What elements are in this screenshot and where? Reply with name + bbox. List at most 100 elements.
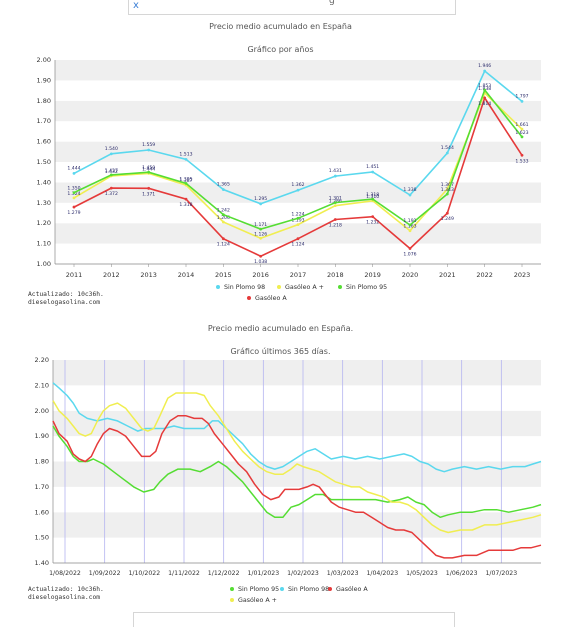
grid-band — [53, 461, 541, 487]
data-label: 1.797 — [515, 93, 528, 99]
data-point — [520, 127, 524, 131]
close-icon[interactable]: x — [133, 0, 139, 11]
data-label: 1.623 — [515, 130, 528, 136]
data-point — [72, 191, 76, 195]
chart2-title: Precio medio acumulado en España. — [207, 324, 354, 333]
data-label: 1.218 — [329, 223, 342, 229]
data-point — [333, 174, 337, 178]
data-point — [296, 237, 300, 241]
top-frame-text: g — [329, 0, 335, 6]
x-tick-label: 2023 — [514, 271, 531, 279]
x-tick-label: 2013 — [140, 271, 157, 279]
data-point — [445, 211, 449, 215]
data-label: 1.124 — [217, 242, 230, 248]
grid-band — [55, 80, 541, 101]
data-point — [408, 223, 412, 227]
legend-marker — [230, 598, 234, 602]
chart-yearly: 2011 2012 2013 2014 2015 2016 2017 2018 2019 2020… — [37, 56, 541, 302]
grid-band — [55, 182, 541, 203]
x-tick-label: 2012 — [103, 271, 120, 279]
data-point — [483, 96, 487, 100]
y-tick-label: 2.00 — [37, 56, 51, 64]
data-point — [109, 152, 113, 156]
data-label: 1.371 — [142, 191, 155, 197]
data-label: 1.171 — [254, 222, 267, 228]
data-point — [259, 254, 263, 258]
legend-marker — [230, 587, 234, 591]
grid-band — [55, 243, 541, 264]
data-label: 1.242 — [217, 208, 230, 214]
data-point — [483, 69, 487, 73]
grid-band — [53, 512, 541, 538]
data-point — [221, 237, 225, 241]
x-tick-label: 2022 — [476, 271, 493, 279]
data-label: 1.295 — [254, 196, 267, 202]
legend-label: Gasóleo A + — [238, 596, 277, 604]
series-line-Sin Plomo 95 — [52, 425, 542, 519]
y-tick-label: 1.40 — [37, 178, 51, 186]
x-tick-label: 1/10/2022 — [128, 570, 160, 577]
data-label: 1.206 — [217, 215, 230, 221]
legend-label: Sin Plomo 98 — [288, 586, 329, 593]
grid-band — [55, 121, 541, 142]
data-label: 1.318 — [366, 192, 379, 198]
grid-band — [55, 223, 541, 244]
series-line-Sin Plomo 98 — [52, 382, 542, 473]
y-tick-label: 1.80 — [37, 97, 51, 105]
data-label: 1.338 — [403, 187, 416, 193]
series-line-Gasóleo A + — [52, 392, 542, 534]
data-point — [259, 227, 263, 231]
data-label: 1.451 — [366, 164, 379, 170]
data-point — [445, 151, 449, 155]
data-label: 1.444 — [67, 165, 80, 171]
chart1-title: Precio medio acumulado en España — [209, 22, 352, 31]
chart1-subtitle: Gráfico por años — [247, 45, 314, 54]
data-label: 1.367 — [441, 182, 454, 188]
data-label: 1.365 — [217, 182, 230, 188]
bottom-frame — [133, 612, 455, 627]
x-tick-label: 2018 — [327, 271, 344, 279]
x-tick-label: 1/04/2023 — [366, 570, 398, 577]
data-label: 1.193 — [291, 218, 304, 224]
y-tick-label: 1.60 — [37, 138, 51, 146]
legend-marker — [247, 296, 251, 300]
data-point — [483, 88, 487, 92]
data-point — [147, 148, 151, 152]
legend-marker — [277, 285, 281, 289]
data-point — [184, 182, 188, 185]
y-tick-label: 2.10 — [35, 381, 49, 389]
x-tick-label: 2014 — [178, 271, 195, 279]
data-label: 1.076 — [403, 251, 416, 257]
data-point — [408, 247, 412, 250]
data-label: 1.372 — [105, 191, 118, 197]
data-point — [259, 236, 263, 240]
legend-label: Gasóleo A — [336, 585, 368, 593]
legend-marker — [216, 285, 220, 289]
data-label: 1.395 — [179, 176, 192, 182]
x-tick-label: 2015 — [215, 271, 232, 279]
data-point — [371, 215, 375, 219]
y-tick-label: 2.00 — [35, 407, 49, 415]
data-label: 1.661 — [515, 122, 528, 128]
grid-band — [53, 486, 541, 513]
data-label: 1.444 — [142, 166, 155, 172]
data-label: 1.163 — [403, 224, 416, 230]
chart2-subtitle: Gráfico últimos 365 días. — [230, 347, 331, 356]
data-point — [72, 205, 76, 209]
x-tick-label: 1/05/2023 — [406, 570, 438, 577]
x-tick-label: 1/01/2023 — [247, 570, 279, 577]
data-label: 1.310 — [366, 194, 379, 200]
data-point — [371, 197, 375, 201]
data-label: 1.559 — [142, 142, 155, 148]
data-point — [147, 170, 151, 174]
legend-label: Gasóleo A + — [285, 283, 324, 291]
data-label: 1.124 — [291, 242, 304, 248]
data-label: 1.318 — [179, 202, 192, 208]
data-label: 1.544 — [441, 145, 454, 151]
chart1-site: dieselogasolina.com — [28, 299, 101, 306]
data-point — [221, 213, 225, 217]
data-label: 1.301 — [329, 196, 342, 202]
data-label: 1.432 — [105, 169, 118, 175]
y-tick-label: 1.70 — [35, 483, 49, 491]
y-tick-label: 1.50 — [37, 158, 51, 166]
